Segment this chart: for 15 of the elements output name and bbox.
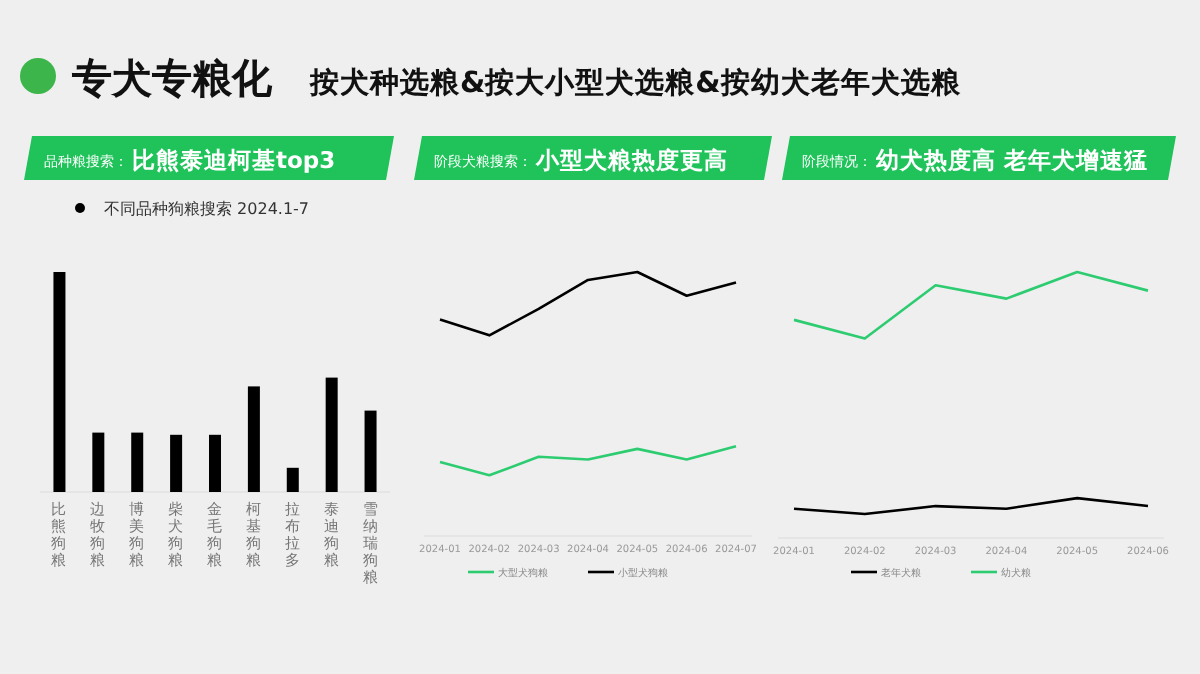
bar bbox=[170, 434, 183, 492]
text: 比熊泰迪柯基top3 bbox=[132, 146, 336, 174]
bar bbox=[92, 432, 105, 492]
bar bbox=[209, 434, 221, 492]
bar bbox=[131, 432, 144, 492]
chart-subtitle: 小型犬粮热度更高 bbox=[534, 146, 728, 174]
legend-label: 不同品种狗粮搜索 2024.1-7 bbox=[104, 200, 310, 218]
bar bbox=[364, 410, 377, 492]
text: 按犬种选粮&按大小型犬选粮&按幼犬老年犬选粮 bbox=[308, 66, 963, 100]
bar bbox=[53, 272, 66, 492]
chart-title: 专犬专粮化 bbox=[70, 54, 274, 102]
bar bbox=[247, 386, 260, 492]
bar bbox=[325, 377, 338, 492]
chart-subtitle: 幼犬热度高 老年犬增速猛 bbox=[876, 146, 1149, 174]
bar bbox=[286, 467, 299, 492]
